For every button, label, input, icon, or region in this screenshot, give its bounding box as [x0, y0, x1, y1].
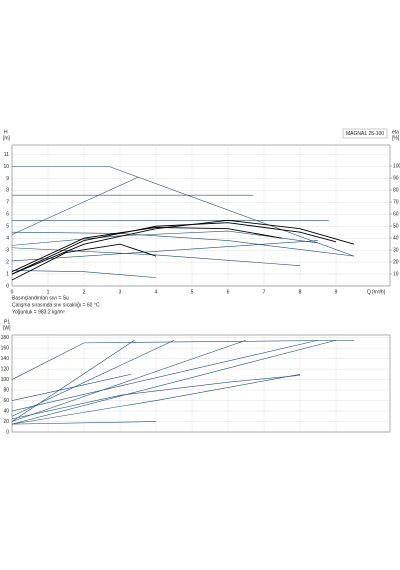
curve: [11, 176, 139, 235]
y2-axis-unit: [%]: [392, 135, 400, 141]
curve: [11, 226, 283, 273]
y-tick-label: 140: [1, 356, 10, 362]
x-axis-label: Q [m³/h]: [367, 289, 386, 295]
x-tick-label: 3: [119, 289, 122, 295]
curve: [11, 374, 301, 425]
y2-tick-label: 30: [393, 247, 399, 253]
x-tick-label: 5: [191, 289, 194, 295]
x-tick-label: 4: [155, 289, 158, 295]
y2-tick-label: 10: [393, 271, 399, 277]
y-axis-unit: [W]: [3, 325, 11, 331]
y-tick-label: 20: [3, 419, 9, 425]
y-tick-label: 7: [6, 200, 9, 206]
curve: [11, 375, 301, 420]
curve: [11, 240, 319, 262]
curve: [11, 374, 131, 401]
y-tick-label: 100: [1, 377, 10, 383]
note: Yoğunluk = 983.2 kg/m³: [12, 309, 65, 315]
note: Çalışma sırasında sıvı sıcaklığı = 60 °C: [12, 302, 100, 308]
y-axis-unit: [m]: [3, 135, 11, 141]
curve: [11, 339, 319, 412]
y-tick-label: 11: [4, 152, 9, 158]
y2-tick-label: 50: [393, 223, 399, 229]
x-tick-label: 6: [227, 289, 230, 295]
y-tick-label: 40: [3, 408, 9, 414]
curve: [12, 166, 355, 257]
y-tick-label: 2: [6, 259, 9, 265]
y-tick-label: 10: [3, 164, 9, 170]
curve: [11, 339, 247, 422]
curve: [11, 243, 157, 281]
x-tick-label: 1: [47, 289, 50, 295]
y2-tick-label: 80: [393, 187, 399, 193]
y2-tick-label: 100: [393, 163, 400, 169]
y-tick-label: 80: [3, 387, 9, 393]
x-tick-label: 7: [263, 289, 266, 295]
y-tick-label: 0: [6, 283, 9, 289]
plot-frame: [11, 334, 391, 433]
y2-tick-label: 90: [393, 175, 399, 181]
x-tick-label: 8: [299, 289, 302, 295]
curve: [11, 339, 355, 380]
y-tick-label: 3: [6, 247, 9, 253]
curve: [11, 339, 337, 425]
y2-tick-label: 60: [393, 211, 399, 217]
y-tick-label: 0: [6, 429, 9, 435]
model-label: MAGNA1 25-100: [346, 131, 384, 137]
model-box: [342, 128, 388, 139]
plot-frame: [11, 144, 391, 287]
curve: [11, 339, 175, 417]
curve: [11, 339, 135, 422]
note: Basınçlandırılan sıvı = Su: [12, 295, 69, 301]
y-tick-label: 9: [6, 176, 9, 182]
curve: [11, 421, 157, 425]
curve: [11, 270, 157, 278]
y-tick-label: 120: [1, 366, 10, 372]
y-tick-label: 60: [3, 398, 9, 404]
y-tick-label: 180: [1, 335, 10, 341]
curve: [11, 231, 355, 257]
y-tick-label: 160: [1, 345, 10, 351]
y2-tick-label: 70: [393, 199, 399, 205]
y-axis-label: H: [4, 129, 8, 135]
y-tick-label: 5: [6, 224, 9, 230]
y2-tick-label: 20: [393, 259, 399, 265]
curve: [11, 247, 301, 266]
y-axis-label: P1: [4, 319, 10, 325]
x-tick-label: 2: [83, 289, 86, 295]
y-tick-label: 1: [6, 271, 9, 277]
y-tick-label: 4: [6, 236, 9, 242]
x-tick-label: 0: [11, 289, 14, 295]
curve: [11, 222, 337, 275]
y2-tick-label: 40: [393, 235, 399, 241]
x-tick-label: 9: [335, 289, 338, 295]
y-tick-label: 6: [6, 212, 9, 218]
y2-axis-label: eta: [392, 129, 399, 135]
y-tick-label: 8: [6, 188, 9, 194]
